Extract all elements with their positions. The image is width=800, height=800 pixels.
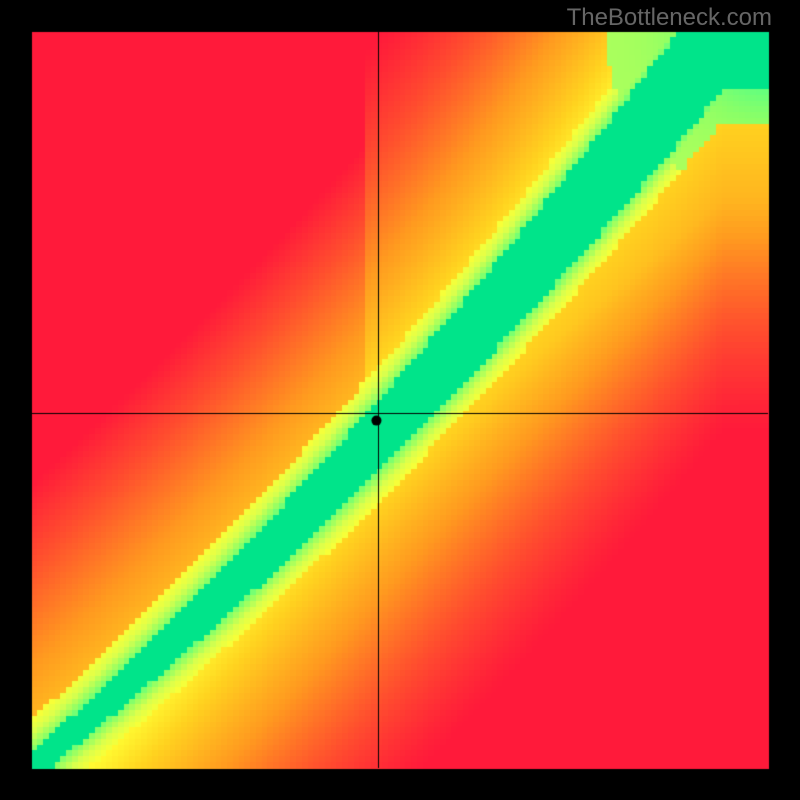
watermark-text: TheBottleneck.com	[567, 4, 772, 32]
chart-root: TheBottleneck.com	[0, 0, 800, 800]
heatmap-canvas	[0, 0, 800, 800]
